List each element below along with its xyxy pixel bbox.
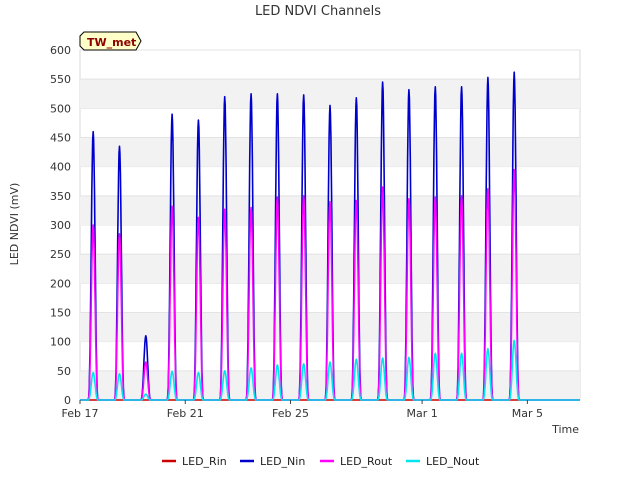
grid-band — [80, 254, 580, 284]
legend-item: LED_Nout — [406, 455, 480, 468]
grid-band — [80, 370, 580, 400]
y-tick-label: 400 — [50, 161, 71, 174]
x-tick-label: Mar 1 — [406, 407, 437, 420]
badge-label: TW_met — [87, 36, 136, 49]
x-tick-label: Feb 25 — [272, 407, 309, 420]
chart-title: LED NDVI Channels — [255, 4, 381, 19]
y-tick-label: 450 — [50, 132, 71, 145]
legend-item: LED_Rout — [320, 455, 393, 468]
y-axis-ticks: 0 50 100 150 200 250 300 350 400 450 500 550 600 — [50, 44, 71, 407]
grid-band — [80, 312, 580, 342]
x-tick-label: Feb 21 — [167, 407, 204, 420]
y-tick-label: 500 — [50, 102, 71, 115]
x-axis-ticks: Feb 17 Feb 21 Feb 25 Mar 1 Mar 5 — [62, 400, 543, 420]
grid-band — [80, 137, 580, 167]
y-tick-label: 600 — [50, 44, 71, 57]
y-tick-label: 50 — [57, 365, 71, 378]
y-axis-label: LED NDVI (mV) — [8, 183, 21, 266]
series-line-led-rout — [80, 168, 580, 401]
legend-label: LED_Nin — [260, 455, 305, 468]
legend-label: LED_Rin — [182, 455, 227, 468]
y-tick-label: 550 — [50, 73, 71, 86]
x-tick-label: Feb 17 — [62, 407, 99, 420]
grid-band — [80, 79, 580, 109]
grid-bands — [80, 49, 580, 400]
y-tick-label: 200 — [50, 277, 71, 290]
series-line-led-nout — [80, 339, 580, 401]
y-tick-label: 150 — [50, 307, 71, 320]
y-tick-label: 350 — [50, 190, 71, 203]
y-tick-label: 250 — [50, 248, 71, 261]
badge-box — [79, 31, 142, 51]
legend-item: LED_Rin — [162, 455, 227, 468]
y-tick-label: 300 — [50, 219, 71, 232]
y-tick-label: 0 — [64, 394, 71, 407]
badge: TW_met — [79, 31, 142, 51]
x-tick-label: Mar 5 — [512, 407, 543, 420]
legend: LED_Rin LED_Nin LED_Rout LED_Nout — [162, 455, 480, 468]
legend-label: LED_Nout — [426, 455, 480, 468]
series-layer — [80, 71, 580, 401]
x-axis-label: Time — [551, 423, 579, 436]
legend-label: LED_Rout — [340, 455, 393, 468]
legend-item: LED_Nin — [240, 455, 305, 468]
y-tick-label: 100 — [50, 336, 71, 349]
